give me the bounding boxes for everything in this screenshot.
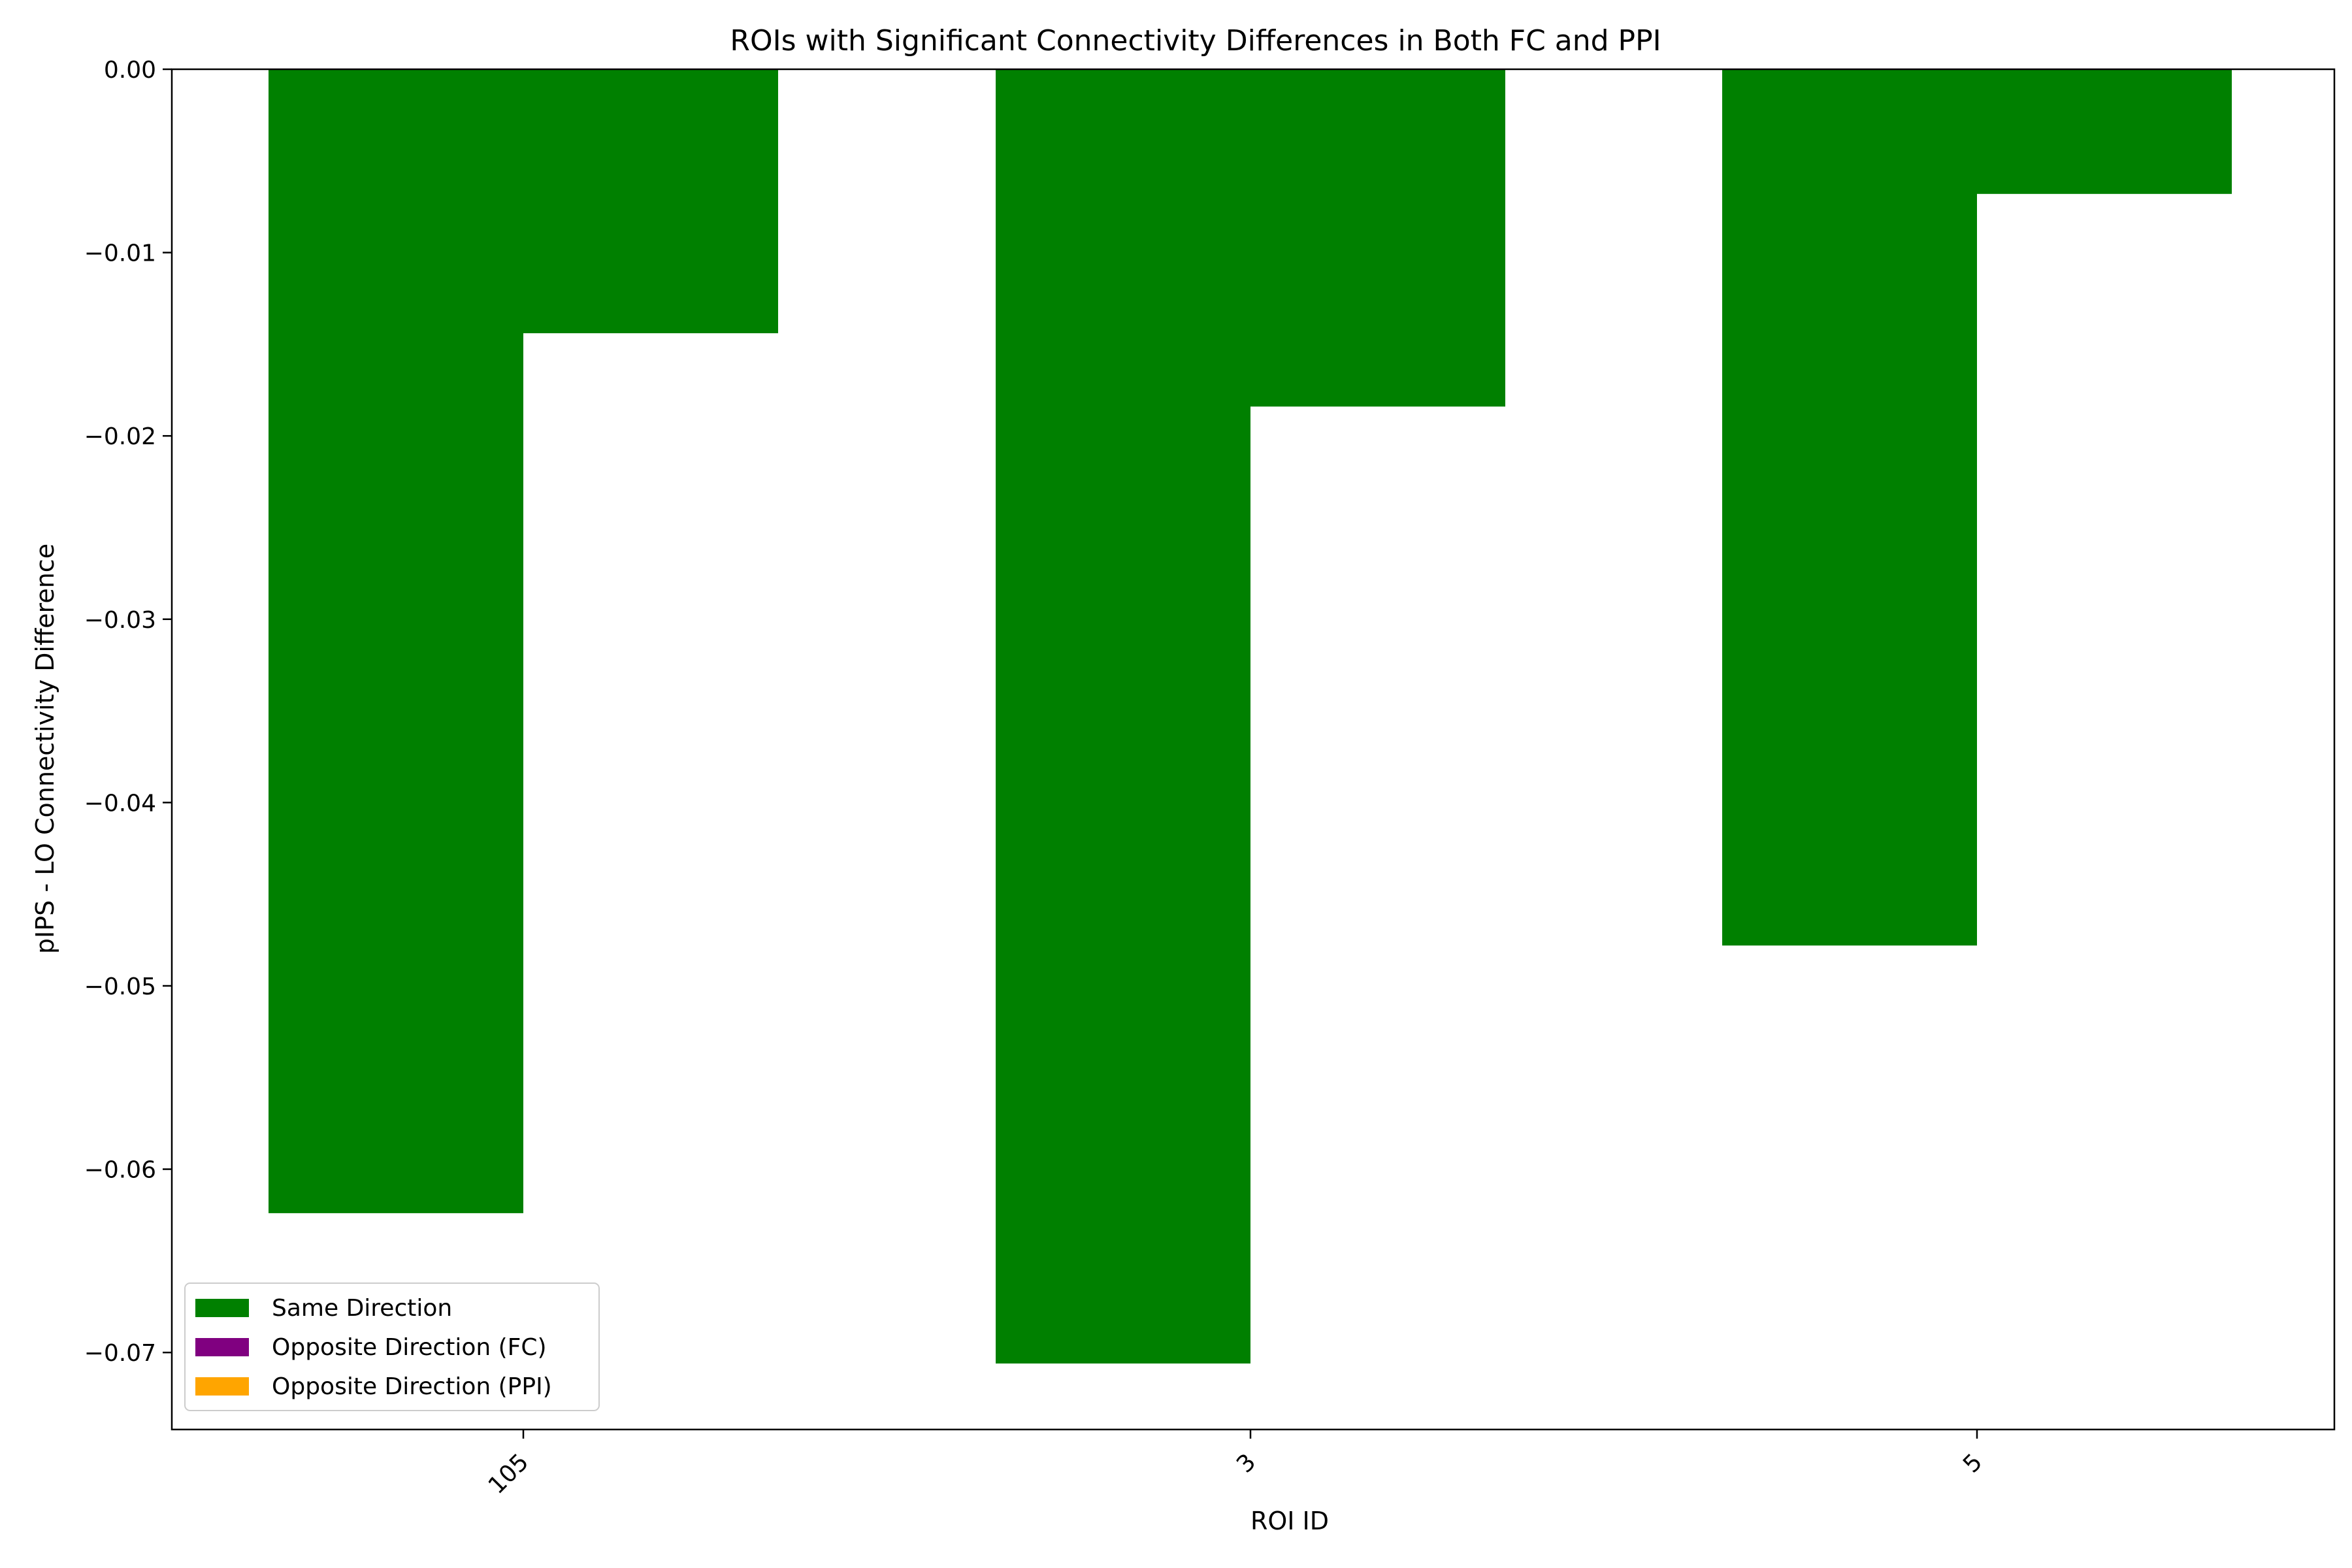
legend: Same Direction Opposite Direction (FC) Opp… bbox=[184, 1282, 600, 1411]
x-axis-label: ROI ID bbox=[1250, 1507, 1329, 1535]
bar-5-series-2 bbox=[1977, 69, 2232, 194]
legend-label: Opposite Direction (FC) bbox=[272, 1334, 547, 1361]
y-tick-label: −0.01 bbox=[84, 240, 156, 267]
y-tick-label: −0.06 bbox=[84, 1157, 156, 1184]
y-tick-label: −0.04 bbox=[84, 790, 156, 817]
y-tick-label: −0.05 bbox=[84, 973, 156, 1000]
legend-swatch bbox=[195, 1377, 249, 1396]
legend-swatch bbox=[195, 1338, 249, 1356]
legend-label: Same Direction bbox=[272, 1295, 452, 1322]
y-tick-label: 0.00 bbox=[104, 57, 156, 84]
y-tick-label: −0.02 bbox=[84, 423, 156, 450]
bar-3-series-2 bbox=[1250, 69, 1505, 407]
bar-3-series-1 bbox=[996, 69, 1250, 1364]
bar-105-series-2 bbox=[523, 69, 778, 334]
legend-box bbox=[184, 1282, 600, 1411]
y-axis-label: pIPS - LO Connectivity Difference bbox=[31, 544, 59, 954]
legend-swatch bbox=[195, 1299, 249, 1317]
chart-title: ROIs with Significant Connectivity Diffe… bbox=[730, 24, 1661, 57]
bar-105-series-1 bbox=[269, 69, 523, 1213]
legend-label: Opposite Direction (PPI) bbox=[272, 1373, 552, 1400]
y-tick-label: −0.07 bbox=[84, 1340, 156, 1367]
plot-frame bbox=[171, 68, 2336, 1431]
bar-5-series-1 bbox=[1722, 69, 1977, 946]
y-tick-label: −0.03 bbox=[84, 607, 156, 634]
